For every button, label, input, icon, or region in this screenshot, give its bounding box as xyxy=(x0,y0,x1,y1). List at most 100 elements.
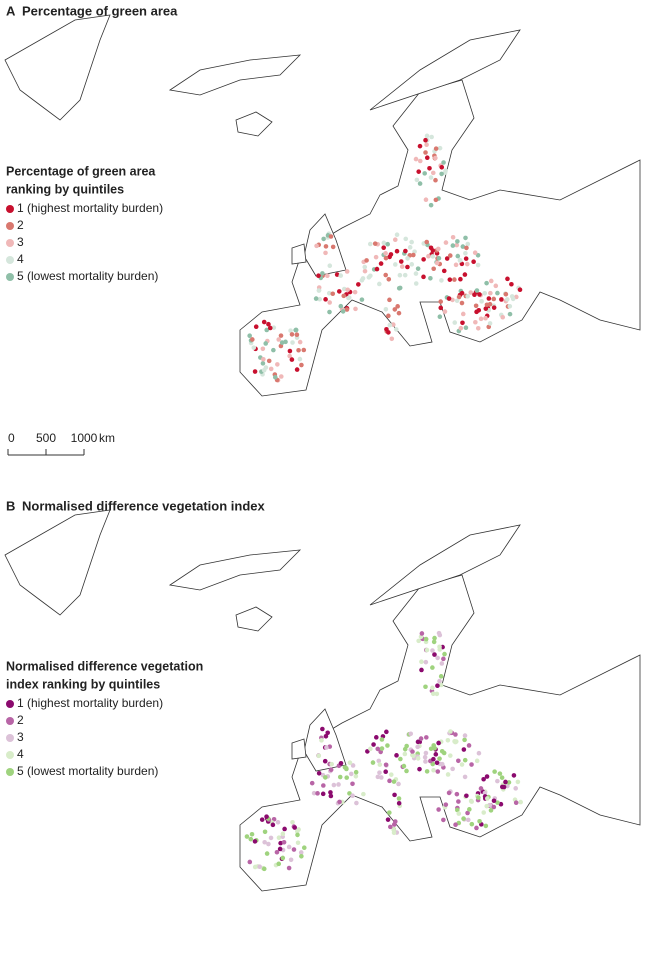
city-dot xyxy=(296,827,301,832)
city-dot xyxy=(377,281,382,287)
city-dot xyxy=(328,793,334,799)
city-dot xyxy=(454,807,460,813)
city-dot xyxy=(394,232,400,238)
city-dot xyxy=(457,258,463,263)
city-dot xyxy=(327,309,332,315)
city-dot xyxy=(419,659,424,665)
city-dot xyxy=(453,822,458,827)
city-dot xyxy=(264,851,270,856)
city-dot xyxy=(428,175,434,180)
city-dot xyxy=(432,652,437,657)
city-dot xyxy=(417,143,423,149)
city-dot xyxy=(287,353,292,359)
city-dot xyxy=(483,823,489,829)
city-dot xyxy=(274,849,280,855)
city-dot xyxy=(431,639,437,645)
legend-swatch xyxy=(6,751,14,759)
city-dot xyxy=(344,307,350,312)
city-dot xyxy=(459,300,465,306)
city-dot xyxy=(377,762,383,767)
legend-swatch xyxy=(6,205,14,213)
city-dot xyxy=(276,861,282,867)
city-dot xyxy=(464,793,469,799)
city-dot xyxy=(377,770,382,775)
city-dot xyxy=(395,304,400,309)
city-dot xyxy=(493,283,499,289)
city-dot xyxy=(350,793,355,799)
city-dot xyxy=(447,753,453,758)
city-dot xyxy=(293,327,298,333)
city-dot xyxy=(484,796,490,801)
city-dot xyxy=(436,246,441,252)
city-dot xyxy=(507,311,513,317)
map-panel: A Percentage of green area Percentage of g… xyxy=(4,3,641,397)
city-dot xyxy=(421,257,426,262)
city-dot xyxy=(503,291,509,297)
city-dot xyxy=(429,134,434,140)
legend-swatch xyxy=(6,734,14,742)
city-dot xyxy=(436,807,441,812)
city-dot xyxy=(321,783,326,788)
city-dot xyxy=(424,769,430,774)
city-dot xyxy=(456,294,462,300)
coastline xyxy=(4,14,111,121)
city-dot xyxy=(320,271,325,276)
city-dot xyxy=(430,685,435,691)
city-dot xyxy=(445,737,451,743)
city-dot xyxy=(338,303,344,309)
city-dot xyxy=(518,799,523,805)
city-dot xyxy=(375,774,381,780)
city-dot xyxy=(252,369,258,374)
city-dot xyxy=(460,244,466,249)
city-dot xyxy=(389,336,395,342)
city-dot xyxy=(329,761,334,767)
city-dot xyxy=(411,252,416,258)
city-dot xyxy=(488,290,493,296)
city-dot xyxy=(402,272,408,278)
city-dot xyxy=(272,374,278,380)
city-dot xyxy=(383,769,389,775)
city-dot xyxy=(424,647,430,653)
city-dot xyxy=(415,744,420,750)
city-dot xyxy=(431,743,436,748)
city-dot xyxy=(297,339,303,345)
city-dot xyxy=(283,339,288,345)
city-dot xyxy=(323,297,328,302)
city-dot xyxy=(327,300,332,305)
city-dot xyxy=(330,291,336,297)
city-dot xyxy=(250,337,255,342)
city-dot xyxy=(417,766,422,772)
city-dot xyxy=(399,264,405,269)
city-dot xyxy=(495,290,500,296)
city-dot xyxy=(453,262,459,268)
city-dot xyxy=(396,796,402,801)
city-dot xyxy=(347,760,353,766)
city-dot xyxy=(327,263,333,269)
city-dot xyxy=(427,165,432,171)
city-dot xyxy=(247,859,253,865)
city-dot xyxy=(408,731,414,737)
city-dot xyxy=(462,733,468,738)
city-dot xyxy=(403,248,408,254)
city-dot xyxy=(454,298,460,304)
city-dot xyxy=(446,790,452,796)
city-dot xyxy=(359,297,365,302)
city-dot xyxy=(478,316,484,322)
city-dot xyxy=(430,170,436,176)
city-dot xyxy=(461,816,466,821)
city-dot xyxy=(430,691,436,697)
city-dot xyxy=(319,738,324,743)
city-dot xyxy=(465,810,470,816)
city-dot xyxy=(430,248,436,253)
city-dot xyxy=(430,665,435,670)
city-dot xyxy=(458,276,463,282)
city-dot xyxy=(419,631,425,636)
city-dot xyxy=(262,829,268,835)
city-dot xyxy=(438,674,444,679)
city-dot xyxy=(266,841,271,847)
map-panel: B Normalised difference vegetation index N… xyxy=(4,498,641,892)
coastline xyxy=(168,54,302,96)
city-dot xyxy=(414,177,420,183)
city-dot xyxy=(469,799,474,804)
